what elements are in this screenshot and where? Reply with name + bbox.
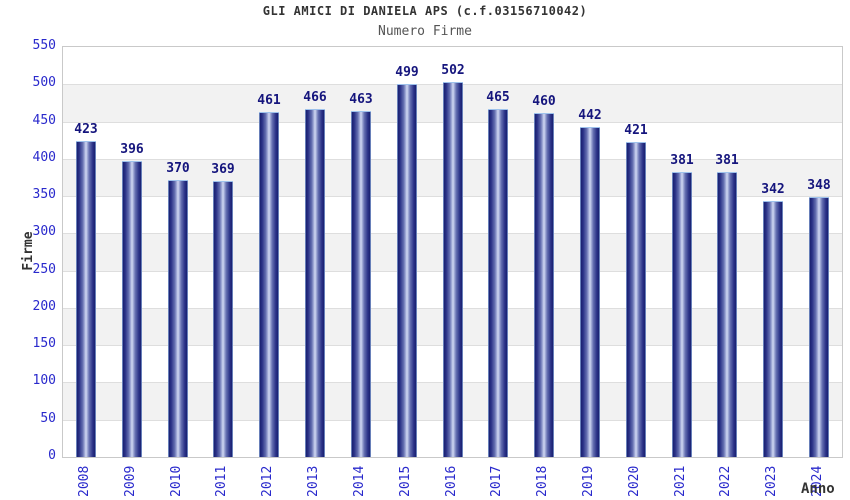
- y-tick-label: 0: [48, 448, 56, 463]
- x-tick-label: 2023: [764, 465, 779, 497]
- y-tick-label: 550: [32, 38, 56, 53]
- x-tick-label: 2016: [444, 465, 459, 497]
- bar: [76, 141, 96, 457]
- x-tick-label: 2014: [352, 465, 367, 497]
- bar: [397, 84, 417, 457]
- x-tick-label: 2009: [123, 465, 138, 497]
- bar-value-label: 423: [74, 122, 98, 137]
- y-tick-label: 50: [40, 411, 56, 426]
- x-tick-label: 2013: [306, 465, 321, 497]
- bar-value-label: 370: [166, 161, 190, 176]
- bar-value-label: 463: [349, 92, 373, 107]
- bar-value-label: 442: [578, 108, 602, 123]
- bar-value-label: 381: [715, 153, 739, 168]
- bar: [305, 109, 325, 457]
- y-tick-label: 500: [32, 75, 56, 90]
- bar: [122, 161, 142, 457]
- chart-title: GLI AMICI DI DANIELA APS (c.f.0315671004…: [262, 4, 588, 18]
- x-tick-label: 2018: [535, 465, 550, 497]
- x-tick-label: 2017: [489, 465, 504, 497]
- bar-value-label: 369: [211, 162, 235, 177]
- bar: [626, 142, 646, 457]
- bar: [488, 109, 508, 457]
- x-tick-label: 2019: [581, 465, 596, 497]
- bar-value-label: 499: [395, 65, 419, 80]
- y-tick-label: 100: [32, 373, 56, 388]
- x-tick-label: 2012: [260, 465, 275, 497]
- bar: [809, 197, 829, 457]
- plot-area: 423 396 370 369 461 466 463 499 502 465 460 442 421 3…: [62, 46, 843, 458]
- bar: [717, 172, 737, 457]
- bar: [351, 111, 371, 457]
- bar: [168, 180, 188, 457]
- bar-value-label: 460: [532, 94, 556, 109]
- y-axis-title: Firme: [21, 231, 36, 271]
- y-tick-label: 350: [32, 187, 56, 202]
- grid-band: [63, 47, 842, 85]
- bar-value-label: 465: [486, 90, 510, 105]
- y-tick-label: 300: [32, 224, 56, 239]
- x-tick-label: 2020: [627, 465, 642, 497]
- y-tick-label: 250: [32, 262, 56, 277]
- bar: [259, 112, 279, 457]
- bar: [443, 82, 463, 457]
- bar-value-label: 466: [303, 90, 327, 105]
- bar: [672, 172, 692, 457]
- bar-value-label: 381: [670, 153, 694, 168]
- bar: [534, 113, 554, 457]
- chart-subtitle: Numero Firme: [378, 24, 472, 39]
- x-tick-label: 2008: [77, 465, 92, 497]
- bar: [580, 127, 600, 457]
- bar-value-label: 348: [807, 178, 831, 193]
- x-tick-label: 2011: [214, 465, 229, 497]
- bar: [763, 201, 783, 457]
- x-tick-label: 2015: [398, 465, 413, 497]
- y-tick-label: 450: [32, 113, 56, 128]
- x-tick-label: 2022: [718, 465, 733, 497]
- y-tick-label: 150: [32, 336, 56, 351]
- x-axis-title: Anno: [801, 481, 835, 497]
- y-tick-label: 200: [32, 299, 56, 314]
- bar-value-label: 421: [624, 123, 648, 138]
- x-tick-label: 2010: [169, 465, 184, 497]
- bar-value-label: 342: [761, 182, 785, 197]
- bar-value-label: 396: [120, 142, 144, 157]
- x-tick-label: 2021: [673, 465, 688, 497]
- bar-value-label: 461: [257, 93, 281, 108]
- bar: [213, 181, 233, 457]
- bar-value-label: 502: [441, 63, 465, 78]
- y-tick-label: 400: [32, 150, 56, 165]
